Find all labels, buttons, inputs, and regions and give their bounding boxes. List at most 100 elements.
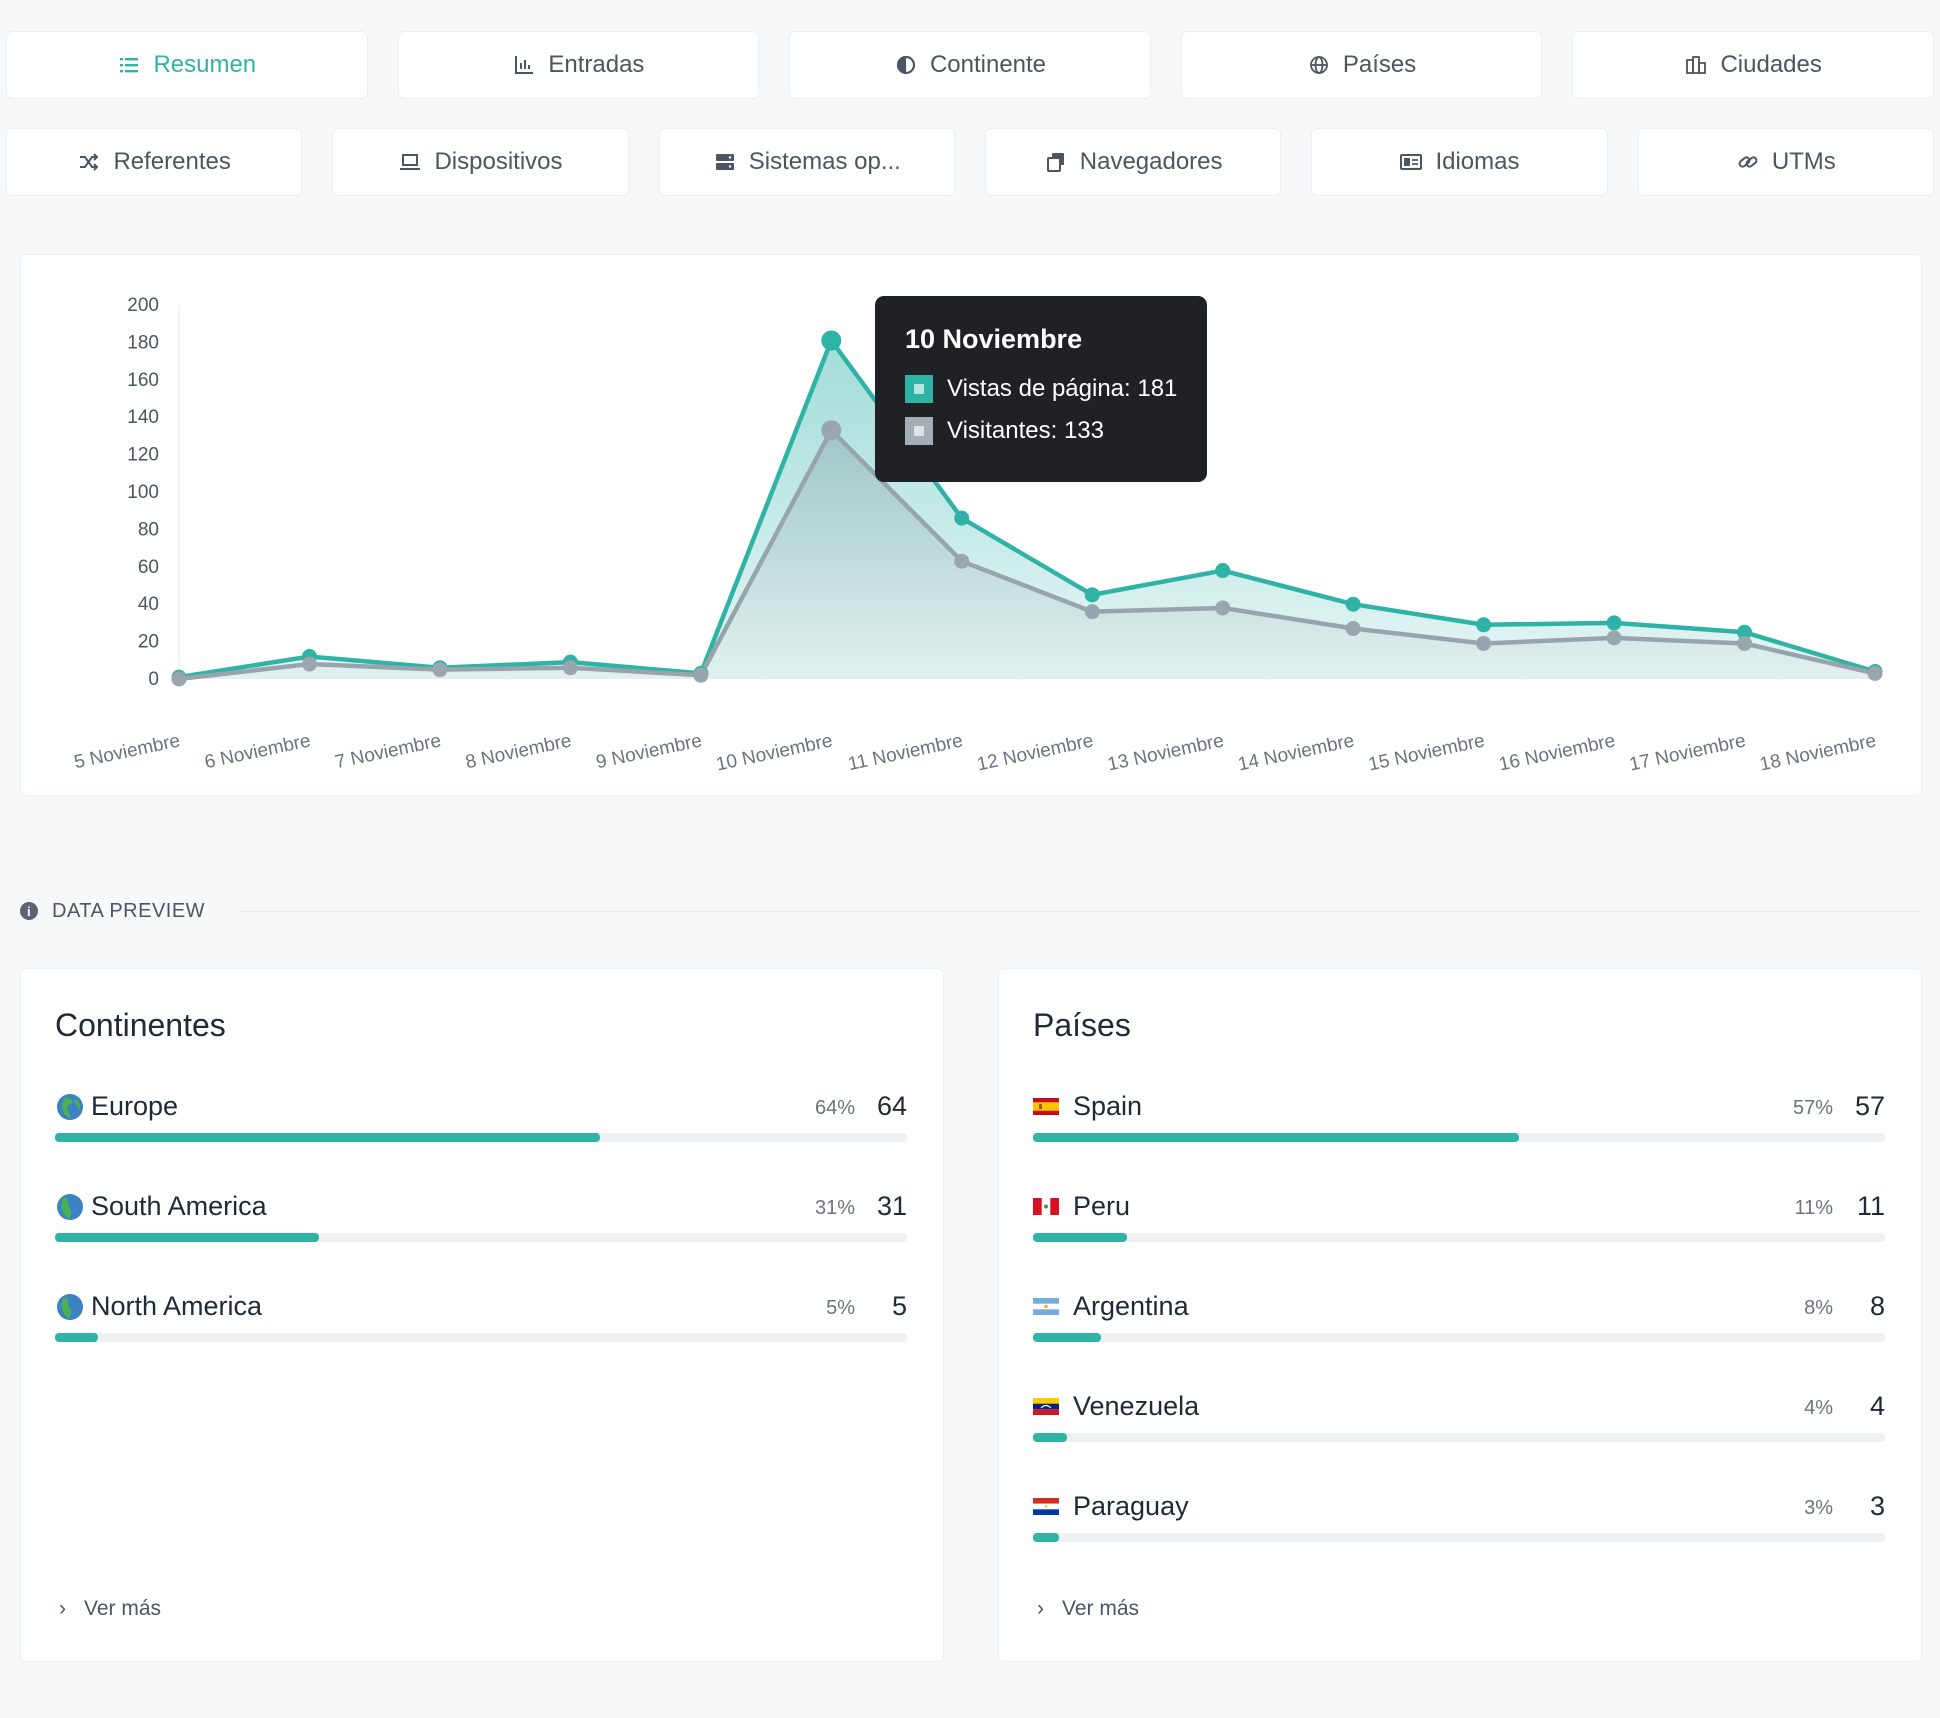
progress-track	[55, 1233, 907, 1242]
y-tick-label: 80	[138, 519, 159, 540]
data-point	[954, 510, 970, 526]
progress-fill	[55, 1333, 98, 1342]
tab-resumen[interactable]: Resumen	[6, 31, 368, 99]
item-percent: 5%	[826, 1297, 855, 1319]
tab-label: Ciudades	[1720, 51, 1822, 78]
tab-sistemas-operativos[interactable]: Sistemas op...	[658, 128, 955, 196]
item-name: Argentina	[1033, 1291, 1189, 1322]
list-icon	[117, 53, 141, 77]
item-percent: 11%	[1794, 1197, 1833, 1219]
tab-idiomas[interactable]: Idiomas	[1311, 128, 1608, 196]
x-tick-label: 6 Noviembre	[203, 730, 313, 773]
x-tick-label: 10 Noviembre	[714, 730, 834, 775]
flag-venezuela-icon	[1033, 1398, 1059, 1415]
tab-navegadores[interactable]: Navegadores	[984, 128, 1282, 196]
ver-mas-link[interactable]: › Ver más	[59, 1597, 162, 1620]
list-item[interactable]: Peru 11% 11	[1033, 1191, 1885, 1291]
tab-continente[interactable]: Continente	[789, 31, 1151, 99]
list-item[interactable]: South America 31% 31	[55, 1191, 907, 1291]
list-item[interactable]: Europe 64% 64	[55, 1091, 907, 1191]
tab-label: Sistemas op...	[748, 148, 901, 175]
data-point	[1084, 604, 1100, 620]
laptop-icon	[398, 150, 422, 174]
data-point	[693, 667, 709, 683]
data-point	[821, 330, 842, 351]
y-tick-label: 160	[127, 370, 159, 391]
data-point	[1606, 630, 1622, 646]
tab-bar-secondary: Referentes Dispositivos Sistemas op... N…	[6, 128, 1934, 196]
item-name: Peru	[1033, 1191, 1130, 1222]
series-area-visitors	[179, 430, 1875, 679]
data-point	[1476, 617, 1492, 633]
x-tick-label: 13 Noviembre	[1106, 730, 1226, 775]
browser-icon	[1044, 150, 1068, 174]
tab-referentes[interactable]: Referentes	[6, 128, 303, 196]
data-point	[171, 671, 187, 687]
data-point	[301, 656, 317, 672]
item-count: 31	[876, 1191, 907, 1221]
globe-americas-icon	[57, 1193, 83, 1220]
progress-fill	[1033, 1133, 1519, 1142]
progress-track	[55, 1333, 907, 1342]
list-item[interactable]: Paraguay 3% 3	[1033, 1491, 1885, 1591]
item-name: Venezuela	[1033, 1391, 1199, 1422]
tab-ciudades[interactable]: Ciudades	[1572, 31, 1934, 99]
traffic-chart[interactable]: 0 20 40 60 80 100 120 140 160 180 200 5 Noviembre 6…	[21, 255, 1923, 797]
tab-entradas[interactable]: Entradas	[397, 31, 760, 99]
item-count: 57	[1854, 1091, 1885, 1121]
series-swatch	[905, 417, 933, 445]
progress-track	[1033, 1333, 1885, 1342]
tab-bar-primary: Resumen Entradas Continente Países Ciuda…	[6, 31, 1934, 99]
ver-mas-link[interactable]: › Ver más	[1037, 1597, 1140, 1620]
tab-utms[interactable]: UTMs	[1637, 128, 1934, 196]
progress-track	[1033, 1433, 1885, 1442]
tab-label: Países	[1342, 51, 1417, 78]
list-item[interactable]: Argentina 8% 8	[1033, 1291, 1885, 1391]
tab-label: Entradas	[548, 51, 645, 78]
data-point	[1476, 635, 1492, 651]
progress-fill	[55, 1133, 601, 1142]
globe-half-icon	[894, 53, 918, 77]
section-title: DATA PREVIEW	[52, 899, 206, 922]
shuffle-icon	[77, 150, 101, 174]
list-item[interactable]: Venezuela 4% 4	[1033, 1391, 1885, 1491]
x-tick-label: 7 Noviembre	[333, 730, 443, 773]
tooltip-row-pageviews: Vistas de página: 181	[905, 375, 1207, 403]
divider-line	[239, 910, 1920, 912]
tab-label: Idiomas	[1435, 148, 1520, 175]
x-tick-label: 5 Noviembre	[72, 730, 182, 773]
tooltip-row-visitors: Visitantes: 133	[905, 417, 1207, 445]
data-point	[562, 660, 578, 676]
tab-paises[interactable]: Países	[1180, 31, 1543, 99]
flag-peru-icon	[1033, 1198, 1059, 1215]
link-icon	[1736, 150, 1760, 174]
flag-argentina-icon	[1033, 1298, 1059, 1315]
data-point	[1084, 587, 1100, 603]
item-count: 3	[1869, 1491, 1885, 1521]
y-tick-label: 100	[127, 482, 159, 503]
progress-fill	[1033, 1533, 1059, 1542]
language-icon	[1399, 150, 1423, 174]
tooltip-visitors-text: Visitantes: 133	[947, 417, 1104, 444]
flag-spain-icon	[1033, 1098, 1059, 1115]
globe-europe-icon	[57, 1093, 83, 1120]
y-tick-label: 0	[148, 669, 159, 690]
x-tick-label: 8 Noviembre	[464, 730, 574, 773]
continentes-list: Europe 64% 64 South America 31% 31 North…	[55, 1091, 907, 1391]
list-item[interactable]: North America 5% 5	[55, 1291, 907, 1391]
x-tick-label: 9 Noviembre	[594, 730, 704, 773]
x-tick-label: 18 Noviembre	[1758, 730, 1878, 775]
globe-americas-icon	[57, 1293, 83, 1320]
data-point	[954, 553, 970, 569]
list-item[interactable]: Spain 57% 57	[1033, 1091, 1885, 1191]
city-icon	[1684, 53, 1708, 77]
y-tick-label: 60	[138, 557, 159, 578]
tooltip-title: 10 Noviembre	[905, 324, 1083, 354]
data-point	[1345, 596, 1361, 612]
tab-dispositivos[interactable]: Dispositivos	[332, 128, 629, 196]
progress-fill	[1033, 1233, 1127, 1242]
y-tick-label: 40	[138, 594, 159, 615]
data-point	[1737, 624, 1753, 640]
item-count: 5	[891, 1291, 907, 1321]
x-tick-label: 16 Noviembre	[1497, 730, 1617, 775]
